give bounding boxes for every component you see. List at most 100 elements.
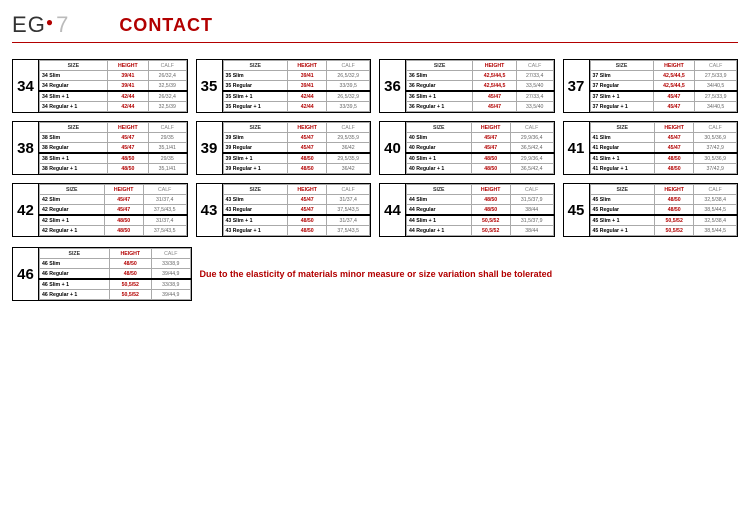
size-block: 37SIZEHEIGHTCALF37 Slim42,5/44,527,5/33,… xyxy=(563,59,739,113)
col-height: HEIGHT xyxy=(471,185,510,195)
table-row: 34 Slim39/4126/32,4 xyxy=(40,71,187,81)
col-height: HEIGHT xyxy=(655,123,694,133)
col-height: HEIGHT xyxy=(104,185,143,195)
cell-calf: 38,5/44,5 xyxy=(694,205,737,216)
table-row: 38 Regular45/4735,1/41 xyxy=(40,143,187,154)
size-table: SIZEHEIGHTCALF38 Slim45/4729/3538 Regula… xyxy=(39,122,187,174)
cell-height: 42/44 xyxy=(107,91,148,102)
col-height: HEIGHT xyxy=(107,123,148,133)
cell-height: 48/50 xyxy=(107,153,148,164)
size-block: 41SIZEHEIGHTCALF41 Slim45/4730,5/36,941 … xyxy=(563,121,739,175)
cell-calf: 31/37,4 xyxy=(327,195,370,205)
size-table: SIZEHEIGHTCALF41 Slim45/4730,5/36,941 Re… xyxy=(590,122,738,174)
cell-height: 48/50 xyxy=(109,259,151,269)
cell-calf: 29,5/35,9 xyxy=(327,153,370,164)
table-row: 36 Regular + 145/4733,5/40 xyxy=(407,102,554,112)
cell-height: 48/50 xyxy=(109,269,151,280)
table-row: 38 Slim45/4729/35 xyxy=(40,133,187,143)
cell-height: 42,5/44,5 xyxy=(473,71,517,81)
col-height: HEIGHT xyxy=(288,123,327,133)
cell-size: 37 Regular xyxy=(590,81,653,92)
table-row: 42 Regular45/4737,5/43,5 xyxy=(40,205,187,216)
cell-size: 46 Slim xyxy=(40,259,110,269)
table-row: 35 Regular39/4133/39,5 xyxy=(223,81,370,92)
table-row: 34 Regular39/4132,5/39 xyxy=(40,81,187,92)
cell-height: 48/50 xyxy=(471,195,510,205)
cell-height: 48/50 xyxy=(655,195,694,205)
cell-height: 48/50 xyxy=(655,153,694,164)
logo-dot-icon: ● xyxy=(46,15,54,29)
cell-height: 42/44 xyxy=(288,91,327,102)
table-row: 35 Slim + 142/4426,5/32,9 xyxy=(223,91,370,102)
table-row: 39 Regular45/4736/42 xyxy=(223,143,370,154)
col-calf: CALF xyxy=(510,123,553,133)
cell-size: 34 Slim xyxy=(40,71,108,81)
cell-height: 39/41 xyxy=(288,71,327,81)
cell-size: 39 Slim + 1 xyxy=(223,153,288,164)
cell-calf: 36/42 xyxy=(327,164,370,174)
cell-calf: 29,5/35,9 xyxy=(327,133,370,143)
col-size: SIZE xyxy=(40,185,105,195)
table-row: 45 Regular + 150,5/5238,5/44,5 xyxy=(590,226,737,236)
cell-calf: 32,5/38,4 xyxy=(694,195,737,205)
cell-size: 41 Regular + 1 xyxy=(590,164,655,174)
size-number: 39 xyxy=(197,122,223,174)
cell-height: 45/47 xyxy=(471,143,510,154)
col-size: SIZE xyxy=(223,61,288,71)
cell-size: 41 Slim xyxy=(590,133,655,143)
table-row: 37 Regular42,5/44,534/40,5 xyxy=(590,81,737,92)
table-row: 34 Regular + 142/4432,5/39 xyxy=(40,102,187,112)
cell-size: 40 Slim + 1 xyxy=(407,153,472,164)
cell-calf: 30,5/36,9 xyxy=(694,153,737,164)
size-block: 39SIZEHEIGHTCALF39 Slim45/4729,5/35,939 … xyxy=(196,121,372,175)
logo: E G ● 7 xyxy=(12,12,69,38)
cell-calf: 32,5/38,4 xyxy=(694,215,737,226)
cell-calf: 33/38,9 xyxy=(152,259,191,269)
cell-height: 45/47 xyxy=(104,195,143,205)
cell-height: 45/47 xyxy=(288,195,327,205)
cell-size: 35 Regular + 1 xyxy=(223,102,288,112)
table-row: 35 Slim39/4126,5/32,9 xyxy=(223,71,370,81)
cell-height: 48/50 xyxy=(471,153,510,164)
table-row: 46 Slim48/5033/38,9 xyxy=(40,259,191,269)
col-calf: CALF xyxy=(510,185,553,195)
col-size: SIZE xyxy=(223,123,288,133)
table-row: 35 Regular + 142/4433/39,5 xyxy=(223,102,370,112)
size-block: 34SIZEHEIGHTCALF34 Slim39/4126/32,434 Re… xyxy=(12,59,188,113)
table-row: 36 Slim + 145/4727/33,4 xyxy=(407,91,554,102)
size-number: 41 xyxy=(564,122,590,174)
table-row: 40 Regular + 148/5036,5/42,4 xyxy=(407,164,554,174)
logo-e: E xyxy=(12,12,28,38)
cell-size: 46 Regular xyxy=(40,269,110,280)
table-row: 39 Slim45/4729,5/35,9 xyxy=(223,133,370,143)
size-block: 42SIZEHEIGHTCALF42 Slim45/4731/37,442 Re… xyxy=(12,183,188,237)
cell-calf: 29,9/36,4 xyxy=(510,133,553,143)
table-row: 46 Regular + 150,5/5239/44,9 xyxy=(40,290,191,300)
logo-seven: 7 xyxy=(56,12,69,38)
col-height: HEIGHT xyxy=(107,61,148,71)
col-height: HEIGHT xyxy=(288,61,327,71)
page-frame: E G ● 7 CONTACT 34SIZEHEIGHTCALF34 Slim3… xyxy=(0,0,750,530)
cell-size: 36 Regular xyxy=(407,81,473,92)
cell-calf: 38/44 xyxy=(510,226,553,236)
table-row: 38 Regular + 148/5035,1/41 xyxy=(40,164,187,174)
cell-size: 35 Regular xyxy=(223,81,288,92)
cell-calf: 35,1/41 xyxy=(149,143,186,154)
cell-calf: 27/33,4 xyxy=(516,91,553,102)
cell-calf: 35,1/41 xyxy=(149,164,186,174)
size-number: 46 xyxy=(13,248,39,300)
cell-calf: 36,5/42,4 xyxy=(510,143,553,154)
size-table: SIZEHEIGHTCALF39 Slim45/4729,5/35,939 Re… xyxy=(223,122,371,174)
col-height: HEIGHT xyxy=(109,249,151,259)
cell-height: 45/47 xyxy=(655,133,694,143)
cell-calf: 33/39,5 xyxy=(327,102,370,112)
cell-size: 42 Slim xyxy=(40,195,105,205)
size-number: 35 xyxy=(197,60,223,112)
cell-calf: 31,5/37,9 xyxy=(510,215,553,226)
col-size: SIZE xyxy=(407,185,472,195)
cell-size: 43 Slim xyxy=(223,195,288,205)
cell-size: 44 Regular xyxy=(407,205,472,216)
table-row: 44 Slim48/5031,5/37,9 xyxy=(407,195,554,205)
cell-height: 50,5/52 xyxy=(109,290,151,300)
cell-size: 40 Slim xyxy=(407,133,472,143)
